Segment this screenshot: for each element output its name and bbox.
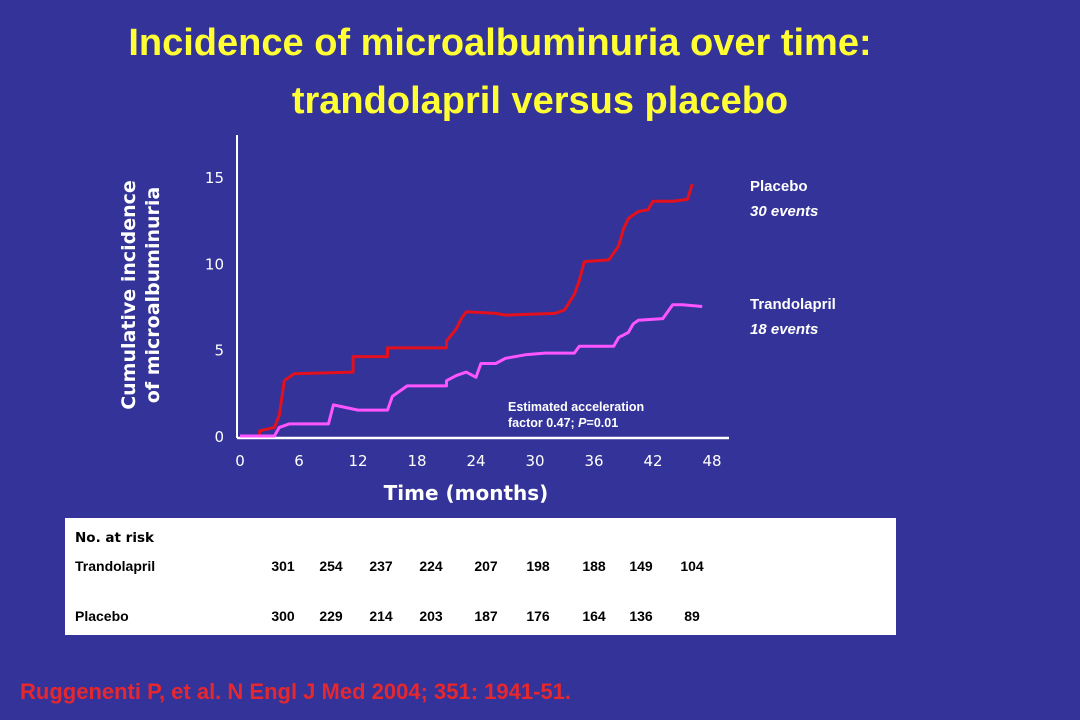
y-axis-label: Cumulative incidence of microalbuminuria	[118, 180, 164, 410]
legend-trandolapril-name: Trandolapril	[750, 296, 836, 313]
risk-value: 187	[474, 608, 498, 624]
risk-value: 207	[474, 558, 498, 574]
legend-placebo: Placebo 30 events	[750, 178, 818, 220]
y-axis-label-line-1: Cumulative incidence	[118, 180, 140, 410]
risk-value: 149	[629, 558, 653, 574]
risk-table-heading: No. at risk	[75, 530, 154, 546]
risk-value: 214	[369, 608, 393, 624]
y-axis-label-line-2: of microalbuminuria	[142, 187, 164, 403]
series-line-trandolapril	[240, 303, 703, 438]
risk-value: 89	[684, 608, 700, 624]
annotation-line-2-suffix: =0.01	[587, 416, 619, 430]
risk-value: 301	[271, 558, 295, 574]
y-tick-label: 10	[205, 255, 224, 273]
title-line-1: Incidence of microalbuminuria over time:	[128, 22, 872, 64]
risk-row-placebo: Placebo 300 229 214 203 187 176 164 136 89	[65, 608, 896, 628]
x-tick-label: 42	[643, 452, 662, 470]
x-tick-label: 30	[525, 452, 544, 470]
legend-placebo-events: 30 events	[750, 203, 818, 220]
x-tick-label: 18	[407, 452, 426, 470]
x-tick-label: 36	[584, 452, 603, 470]
title-line-2: trandolapril versus placebo	[291, 80, 789, 122]
annotation-line-1: Estimated acceleration	[508, 400, 644, 414]
risk-value: 224	[419, 558, 443, 574]
y-tick-labels: 0 5 10 15	[205, 169, 224, 446]
risk-value: 164	[582, 608, 606, 624]
risk-value: 176	[526, 608, 550, 624]
x-tick-label: 6	[294, 452, 304, 470]
annotation-line-2: factor 0.47; P=0.01	[508, 416, 618, 430]
x-tick-label: 48	[702, 452, 721, 470]
annotation: Estimated acceleration factor 0.47; P=0.…	[508, 400, 644, 430]
legend-trandolapril-events: 18 events	[750, 321, 818, 338]
risk-value: 188	[582, 558, 606, 574]
risk-value: 104	[680, 558, 704, 574]
legend-trandolapril: Trandolapril 18 events	[750, 296, 836, 338]
annotation-line-2-prefix: factor 0.47;	[508, 416, 578, 430]
chart: Cumulative incidence of microalbuminuria…	[118, 135, 836, 505]
x-axis-label: Time (months)	[384, 481, 549, 505]
y-tick-label: 0	[214, 428, 224, 446]
risk-row-label: Trandolapril	[75, 558, 156, 574]
risk-value: 300	[271, 608, 295, 624]
x-tick-label: 12	[348, 452, 367, 470]
risk-value: 254	[319, 558, 343, 574]
legend-placebo-name: Placebo	[750, 178, 808, 195]
risk-row-label: Placebo	[75, 608, 129, 624]
risk-value: 229	[319, 608, 343, 624]
series-lines	[240, 183, 703, 438]
x-tick-label: 0	[235, 452, 245, 470]
y-tick-label: 5	[214, 342, 224, 360]
x-tick-labels: 0 6 12 18 24 30 36 42 48	[235, 452, 721, 470]
risk-value: 203	[419, 608, 443, 624]
annotation-p-symbol: P	[578, 416, 587, 430]
risk-value: 136	[629, 608, 653, 624]
risk-value: 237	[369, 558, 393, 574]
citation: Ruggenenti P, et al. N Engl J Med 2004; …	[20, 679, 572, 704]
series-line-placebo	[240, 183, 694, 438]
x-tick-label: 24	[466, 452, 485, 470]
risk-value: 198	[526, 558, 550, 574]
y-tick-label: 15	[205, 169, 224, 187]
risk-row-trandolapril: Trandolapril 301 254 237 224 207 198 188 149 104	[65, 558, 896, 578]
risk-table: No. at risk Trandolapril 301 254 237 224 207…	[65, 518, 896, 635]
